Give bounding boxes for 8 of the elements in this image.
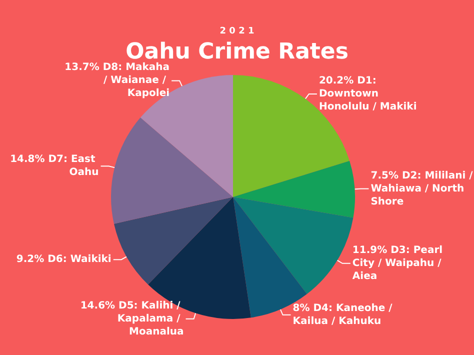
chart-subtitle: 2 0 2 1: [220, 26, 254, 36]
slice-label: 14.8% D7: East Oahu: [10, 154, 99, 178]
slice-label: 7.5% D2: Mililani / Wahiawa / North Shore: [370, 170, 474, 208]
slice-label: 20.2% D1: Downtown Honolulu / Makiki: [318, 75, 417, 112]
slice-label: 8% D4: Kaneohe / Kailua / Kahuku: [292, 302, 396, 327]
slice-label: 11.9% D3: Pearl City / Waipahu / Aiea: [352, 244, 446, 282]
slice-label: 9.2% D6: Waikiki: [16, 254, 112, 266]
slice-label: 13.7% D8: Makaha / Waianae / Kapolei: [64, 62, 170, 100]
